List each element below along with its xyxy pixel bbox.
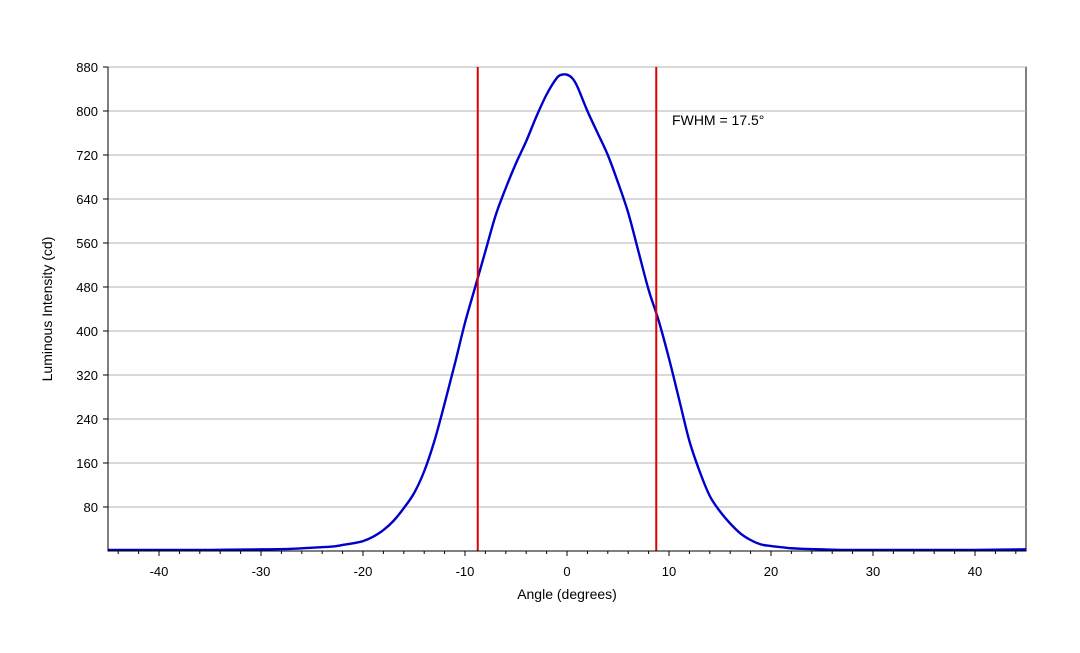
y-tick-label: 400 [76,324,98,339]
y-tick-labels: 80 160 240 320 400 480 560 640 720 800 880 [76,60,108,515]
x-tick-label: 40 [968,564,982,579]
y-tick-label: 720 [76,148,98,163]
series-layer [107,73,1027,552]
y-tick-label: 320 [76,368,98,383]
x-tick-label: -20 [354,564,373,579]
y-tick-label: 880 [76,60,98,75]
fwhm-annotation: FWHM = 17.5° [672,112,764,128]
x-tick-label: 30 [866,564,880,579]
y-tick-label: 640 [76,192,98,207]
y-tick-label: 480 [76,280,98,295]
y-axis-label: Luminous Intensity (cd) [39,237,55,382]
y-tick-label: 240 [76,412,98,427]
annotations: FWHM = 17.5° [672,112,764,128]
plot-area [107,66,1027,552]
x-tick-label: 0 [563,564,570,579]
y-tick-label: 80 [84,500,98,515]
x-tick-label: -40 [150,564,169,579]
fwhm-lines [476,67,658,551]
y-tick-label: 560 [76,236,98,251]
grid-layer [108,66,1026,508]
intensity-series-line [107,73,1027,552]
x-axis-label: Angle (degrees) [517,586,617,602]
x-tick-labels: -40 -30 -20 -10 0 10 20 30 40 [117,551,1017,579]
x-tick-label: -10 [456,564,475,579]
x-tick-label: 20 [764,564,778,579]
x-tick-label: 10 [662,564,676,579]
x-tick-label: -30 [252,564,271,579]
y-tick-label: 160 [76,456,98,471]
y-tick-label: 800 [76,104,98,119]
